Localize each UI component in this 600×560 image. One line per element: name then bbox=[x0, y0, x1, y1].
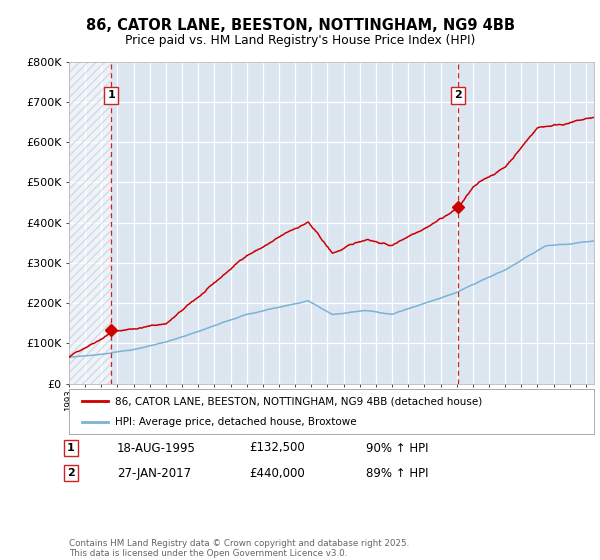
Text: 86, CATOR LANE, BEESTON, NOTTINGHAM, NG9 4BB: 86, CATOR LANE, BEESTON, NOTTINGHAM, NG9… bbox=[86, 18, 515, 32]
Text: HPI: Average price, detached house, Broxtowe: HPI: Average price, detached house, Brox… bbox=[115, 417, 357, 427]
Text: 89% ↑ HPI: 89% ↑ HPI bbox=[366, 466, 428, 480]
Text: 18-AUG-1995: 18-AUG-1995 bbox=[117, 441, 196, 455]
Text: 2: 2 bbox=[454, 90, 461, 100]
Text: Contains HM Land Registry data © Crown copyright and database right 2025.: Contains HM Land Registry data © Crown c… bbox=[69, 539, 409, 548]
Text: This data is licensed under the Open Government Licence v3.0.: This data is licensed under the Open Gov… bbox=[69, 549, 347, 558]
Text: 1: 1 bbox=[67, 443, 74, 453]
Text: 86, CATOR LANE, BEESTON, NOTTINGHAM, NG9 4BB (detached house): 86, CATOR LANE, BEESTON, NOTTINGHAM, NG9… bbox=[115, 396, 482, 407]
Text: 2: 2 bbox=[67, 468, 74, 478]
Text: Price paid vs. HM Land Registry's House Price Index (HPI): Price paid vs. HM Land Registry's House … bbox=[125, 34, 475, 47]
Text: 1: 1 bbox=[107, 90, 115, 100]
Bar bbox=[69, 62, 112, 384]
Text: 90% ↑ HPI: 90% ↑ HPI bbox=[366, 441, 428, 455]
Text: £440,000: £440,000 bbox=[249, 466, 305, 480]
Text: 27-JAN-2017: 27-JAN-2017 bbox=[117, 466, 191, 480]
Text: £132,500: £132,500 bbox=[249, 441, 305, 455]
